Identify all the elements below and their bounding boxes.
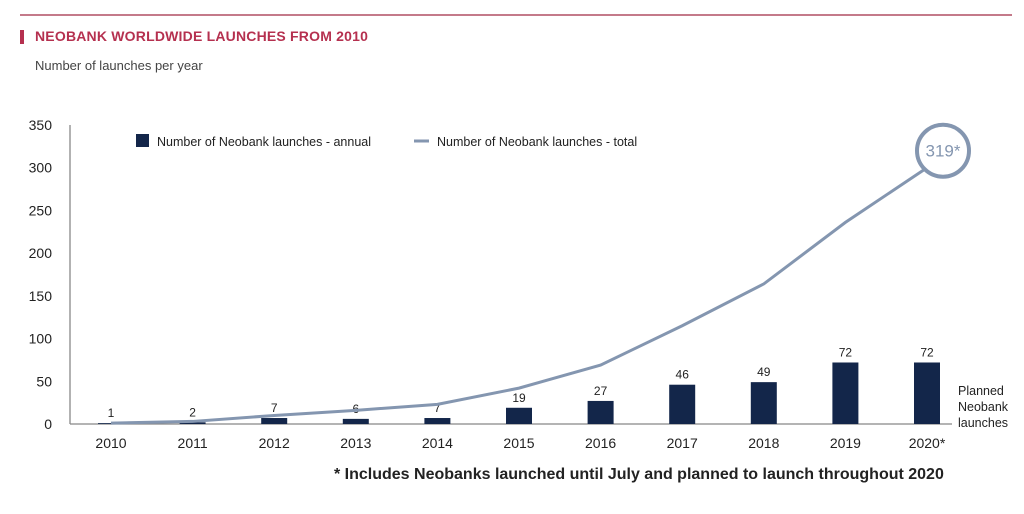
bar [98, 423, 124, 424]
x-tick-label: 2016 [585, 435, 616, 451]
bar [261, 418, 288, 424]
x-tick-label: 2015 [503, 435, 534, 451]
bar-data-label: 7 [271, 401, 278, 415]
title-accent [20, 30, 24, 44]
y-tick-label: 50 [36, 373, 52, 389]
planned-note: launches [958, 416, 1008, 430]
y-tick-label: 300 [29, 160, 53, 176]
bar [587, 400, 614, 424]
x-tick-label: 2013 [340, 435, 371, 451]
planned-note: Planned [958, 384, 1004, 398]
y-tick-label: 350 [29, 117, 53, 133]
y-tick-label: 250 [29, 202, 53, 218]
bar [914, 362, 940, 424]
x-tick-label: 2018 [748, 435, 779, 451]
bar [832, 362, 859, 424]
bar [424, 418, 451, 424]
bar-data-label: 46 [676, 368, 690, 382]
bar [342, 418, 369, 424]
total-callout-label: 319* [926, 142, 961, 161]
chart-subtitle: Number of launches per year [35, 58, 203, 73]
y-tick-label: 0 [44, 416, 52, 432]
x-tick-label: 2012 [259, 435, 290, 451]
top-divider [20, 14, 1012, 16]
y-tick-label: 150 [29, 288, 53, 304]
x-tick-label: 2011 [178, 435, 208, 451]
callout-circle [915, 122, 971, 179]
y-tick-label: 100 [29, 331, 53, 347]
bar-data-label: 27 [594, 384, 608, 398]
bar [179, 422, 206, 424]
bar-data-label: 7 [434, 401, 441, 415]
bar-data-label: 1 [108, 406, 115, 420]
bar [750, 382, 777, 424]
bar-data-label: 72 [839, 345, 853, 359]
bar-data-label: 49 [757, 365, 771, 379]
x-tick-label: 2019 [830, 435, 861, 451]
legend-swatch-annual [136, 134, 149, 147]
x-tick-label: 2017 [667, 435, 698, 451]
y-tick-label: 200 [29, 245, 53, 261]
bar-data-label: 19 [512, 391, 526, 405]
footnote: * Includes Neobanks launched until July … [334, 466, 944, 483]
bar-data-label: 72 [920, 345, 934, 359]
bar-data-label: 2 [189, 405, 196, 419]
total-line [110, 166, 928, 425]
legend-label-annual: Number of Neobank launches - annual [157, 135, 371, 149]
chart-title: NEOBANK WORLDWIDE LAUNCHES FROM 2010 [35, 28, 369, 44]
planned-note: Neobank [958, 400, 1009, 414]
x-tick-label: 2010 [95, 435, 126, 451]
x-tick-label: 2014 [422, 435, 453, 451]
legend-label-total: Number of Neobank launches - total [437, 135, 637, 149]
bar [506, 407, 532, 424]
x-tick-label: 2020* [909, 435, 946, 451]
bar [669, 384, 696, 424]
